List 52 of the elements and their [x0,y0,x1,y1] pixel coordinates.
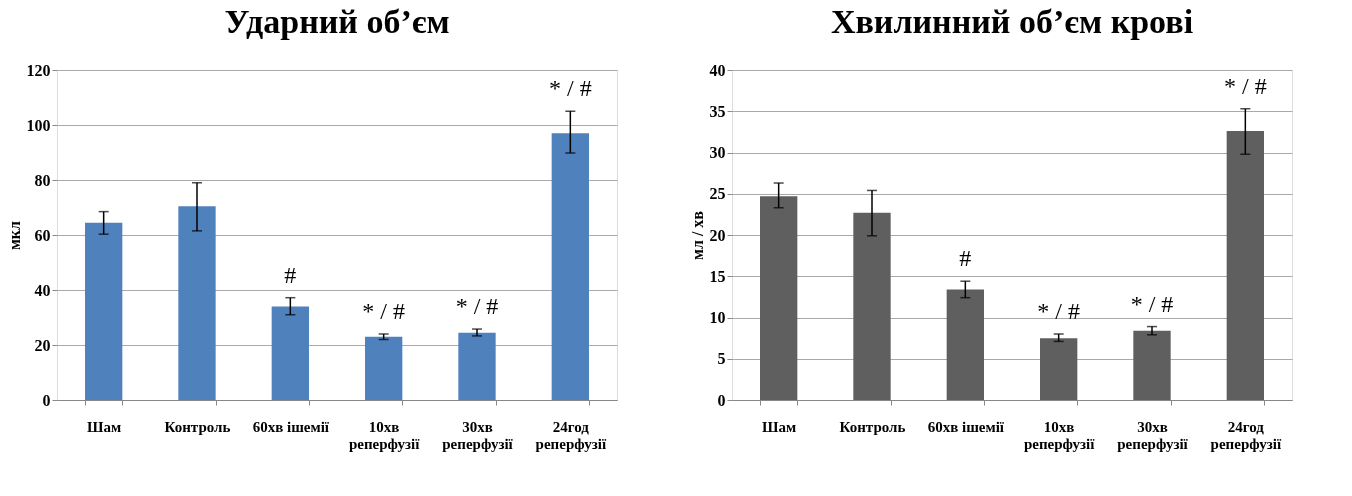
bar [271,306,309,400]
y-tick-label: 60 [34,226,51,244]
x-tick-label: 60хв ішемії [927,418,1005,435]
bar [1040,338,1078,400]
bar [458,332,496,400]
y-axis-title: мкл [5,220,23,251]
x-tick-label: 10хв реперфузії [1023,418,1096,452]
x-tick-label: 24год реперфузії [1210,418,1282,452]
y-tick-label: 20 [34,336,51,354]
y-tick-label: 0 [717,391,726,409]
data-label: * / # [1224,72,1267,99]
bar [365,336,403,400]
x-tick-label: Шам [87,418,122,435]
y-tick-label: 40 [709,61,726,79]
x-tick-label: 24год реперфузії [535,418,607,452]
x-tick-label: 30хв реперфузії [442,418,514,452]
chart-title: Ударний об’єм [224,3,450,40]
data-label: * / # [549,75,592,102]
bar [1226,131,1264,400]
bar [551,133,589,400]
y-tick-label: 20 [709,226,726,244]
x-tick-label: Шам [762,418,797,435]
data-label: * / # [1130,290,1174,317]
bar [1133,330,1171,400]
y-tick-label: 15 [709,267,726,285]
chart-title: Хвилинний об’єм крові [830,3,1194,40]
y-tick-label: 35 [709,102,726,120]
bar [85,222,123,400]
y-tick-label: 80 [34,171,51,189]
y-tick-label: 30 [709,144,726,161]
bar [760,196,798,400]
data-label: * / # [455,293,499,320]
x-tick-label: 10хв реперфузії [348,418,421,452]
x-tick-label: 30хв реперфузії [1117,418,1189,452]
data-label: # [284,261,297,288]
x-tick-label: Контроль [839,418,906,435]
x-tick-label: Контроль [164,418,231,435]
bar [946,289,984,400]
data-label: # [959,245,972,272]
y-tick-label: 5 [717,350,726,368]
data-label: * / # [1037,298,1080,324]
x-tick-label: 60хв ішемії [252,418,330,435]
bar [853,212,891,400]
data-label: * / # [362,298,405,324]
y-tick-label: 120 [26,61,51,79]
bar [178,206,216,400]
y-tick-label: 25 [709,185,726,203]
y-tick-label: 10 [709,309,726,326]
y-tick-label: 40 [34,281,51,299]
y-tick-label: 0 [42,391,51,409]
y-tick-label: 100 [26,116,51,134]
y-axis-title: мл / хв [688,210,706,260]
